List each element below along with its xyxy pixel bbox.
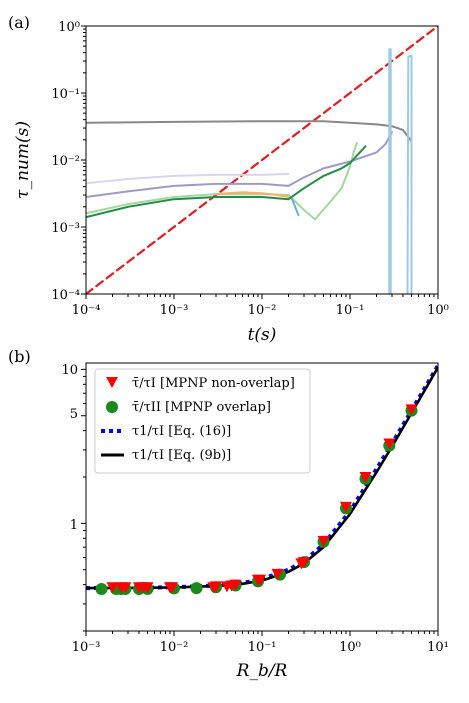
b-xtick-label-4: 10¹: [427, 640, 449, 655]
b-xtick-label-1: 10⁻²: [160, 640, 189, 655]
panel-b-label: (b): [8, 347, 31, 366]
b-ytick-label-1: 5: [70, 407, 78, 422]
panel-a-series-line-5: [215, 191, 290, 198]
panel-a-series-line-6: [86, 145, 367, 219]
panel-a-series-line-1: [86, 120, 413, 143]
panel-b-tick-labels: 10⁻³ 10⁻² 10⁻¹ 10⁰ 10¹ 1 5 10: [61, 363, 448, 655]
legend: τ̄/τI [MPNP non-overlap] τ̄/τII [MPNP ov…: [94, 368, 311, 474]
a-xtick-label-4: 10⁰: [427, 303, 449, 318]
a-ytick-label-2: 10⁻²: [51, 154, 80, 169]
overlap-point: [190, 582, 203, 595]
non-overlap-point: [209, 581, 222, 593]
panel-a-series-line-0: [86, 26, 438, 294]
a-xtick-label-3: 10⁻¹: [336, 303, 365, 318]
panel-b-ticks: [81, 368, 439, 636]
non-overlap-point: [119, 582, 132, 594]
panel-a-series-line-4: [86, 141, 358, 221]
non-overlap-point: [359, 472, 372, 484]
panel-a-series-line-3: [86, 131, 393, 198]
legend-label-0: τ̄/τI [MPNP non-overlap]: [132, 376, 295, 391]
panel-a-label: (a): [8, 13, 30, 32]
overlap-point: [95, 583, 108, 595]
non-overlap-point: [297, 557, 310, 569]
a-ytick-label-1: 10⁻³: [51, 221, 80, 236]
non-overlap-point: [254, 574, 267, 586]
b-xtick-label-2: 10⁻¹: [248, 640, 277, 655]
panel-a-series-line-7: [291, 198, 300, 217]
panel-a-xlabel: t(s): [248, 325, 277, 345]
legend-box: [94, 368, 311, 474]
non-overlap-point: [141, 582, 154, 594]
panel-b-series: [86, 364, 438, 595]
b-xtick-label-0: 10⁻³: [72, 640, 101, 655]
b-ytick-label-2: 10: [61, 363, 78, 378]
a-xtick-label-1: 10⁻³: [160, 303, 189, 318]
non-overlap-point: [229, 579, 242, 591]
panel-b-xlabel: R_b/R: [236, 661, 288, 681]
legend-marker-circle: [106, 401, 118, 413]
b-ytick-label-0: 1: [70, 518, 78, 533]
a-ytick-label-3: 10⁻¹: [51, 87, 80, 102]
non-overlap-point: [166, 582, 179, 594]
panel-a-ticks: [81, 25, 439, 299]
a-xtick-label-0: 10⁻⁴: [72, 303, 101, 318]
a-ytick-label-4: 10⁰: [58, 20, 80, 35]
non-overlap-point: [339, 501, 352, 513]
legend-label-3: τ1/τI [Eq. (9b)]: [132, 448, 231, 463]
panel-a-tick-labels: 10⁻⁴ 10⁻³ 10⁻² 10⁻¹ 10⁰ 10⁻⁴ 10⁻³ 10⁻² 1…: [51, 20, 449, 318]
panel-a: (a) 10⁻⁴ 10⁻³ 10⁻² 10⁻¹ 10⁰ 10⁻⁴ 10⁻³ 10…: [8, 13, 449, 345]
b-xtick-label-3: 10⁰: [339, 640, 361, 655]
non-overlap-point: [317, 535, 330, 547]
a-ytick-label-0: 10⁻⁴: [51, 288, 80, 303]
non-overlap-point: [106, 582, 119, 594]
non-overlap-point: [271, 568, 284, 580]
legend-label-2: τ1/τI [Eq. (16)]: [132, 424, 231, 439]
panel-a-series-line-2: [86, 172, 290, 185]
legend-marker-triangle: [106, 377, 118, 388]
a-xtick-label-2: 10⁻²: [248, 303, 277, 318]
non-overlap-point: [405, 404, 418, 416]
panel-a-series: [86, 26, 438, 294]
panel-a-series-line-9: [406, 54, 413, 294]
panel-a-series-line-8: [388, 48, 392, 294]
non-overlap-point: [383, 438, 396, 450]
panel-a-ylabel: τ_num(s): [13, 121, 33, 199]
panel-b: (b) 10⁻³ 10⁻² 10⁻¹ 10⁰ 10¹ 1 5 10 R_b/R …: [8, 347, 449, 681]
legend-label-1: τ̄/τII [MPNP overlap]: [132, 400, 271, 415]
